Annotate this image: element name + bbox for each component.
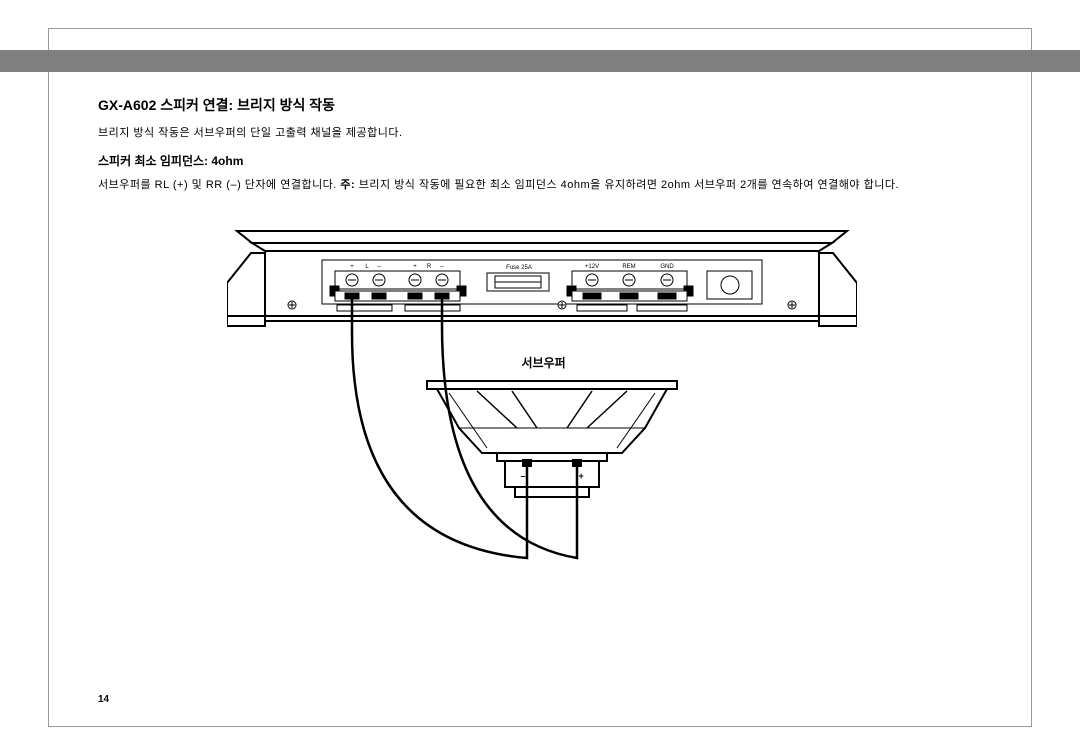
svg-text:REM: REM: [622, 264, 635, 270]
svg-text:GND: GND: [660, 264, 674, 270]
svg-text:+: +: [350, 264, 354, 270]
power-labels: +12V REM GND: [584, 264, 673, 270]
wiring-diagram: + L – + R – Fuse 25A: [227, 213, 857, 618]
speaker-terminals: [330, 271, 466, 301]
fuse-holder: [487, 273, 549, 291]
content-area: GX-A602 스피커 연결: 브리지 방식 작동 브리지 방식 작동은 서브우…: [98, 95, 985, 618]
impedance-subhead: 스피커 최소 임피던스: 4ohm: [98, 152, 985, 169]
svg-text:+: +: [413, 264, 417, 270]
svg-text:R: R: [426, 264, 431, 270]
note-bold: 주:: [340, 179, 355, 191]
subwoofer-label: 서브우퍼: [522, 354, 566, 371]
note-rest: 브리지 방식 작동에 필요한 최소 임피던스 4ohm을 유지하려면 2ohm …: [355, 179, 899, 191]
note-prefix: 서브우퍼를 RL (+) 및 RR (–) 단자에 연결합니다.: [98, 179, 340, 191]
section-title: GX-A602 스피커 연결: 브리지 방식 작동: [98, 95, 985, 115]
header-band: [0, 50, 1080, 72]
note-text: 서브우퍼를 RL (+) 및 RR (–) 단자에 연결합니다. 주: 브리지 …: [98, 177, 985, 194]
svg-text:+12V: +12V: [584, 264, 598, 270]
plus-label: +: [579, 471, 584, 481]
fuse-label: Fuse 25A: [506, 265, 532, 271]
power-terminals: [567, 271, 693, 301]
page-number: 14: [98, 694, 109, 705]
intro-text: 브리지 방식 작동은 서브우퍼의 단일 고출력 채널을 제공합니다.: [98, 125, 985, 142]
subwoofer-icon: [427, 381, 677, 497]
diagram-svg: + L – + R – Fuse 25A: [227, 213, 857, 613]
minus-label: –: [521, 471, 526, 481]
